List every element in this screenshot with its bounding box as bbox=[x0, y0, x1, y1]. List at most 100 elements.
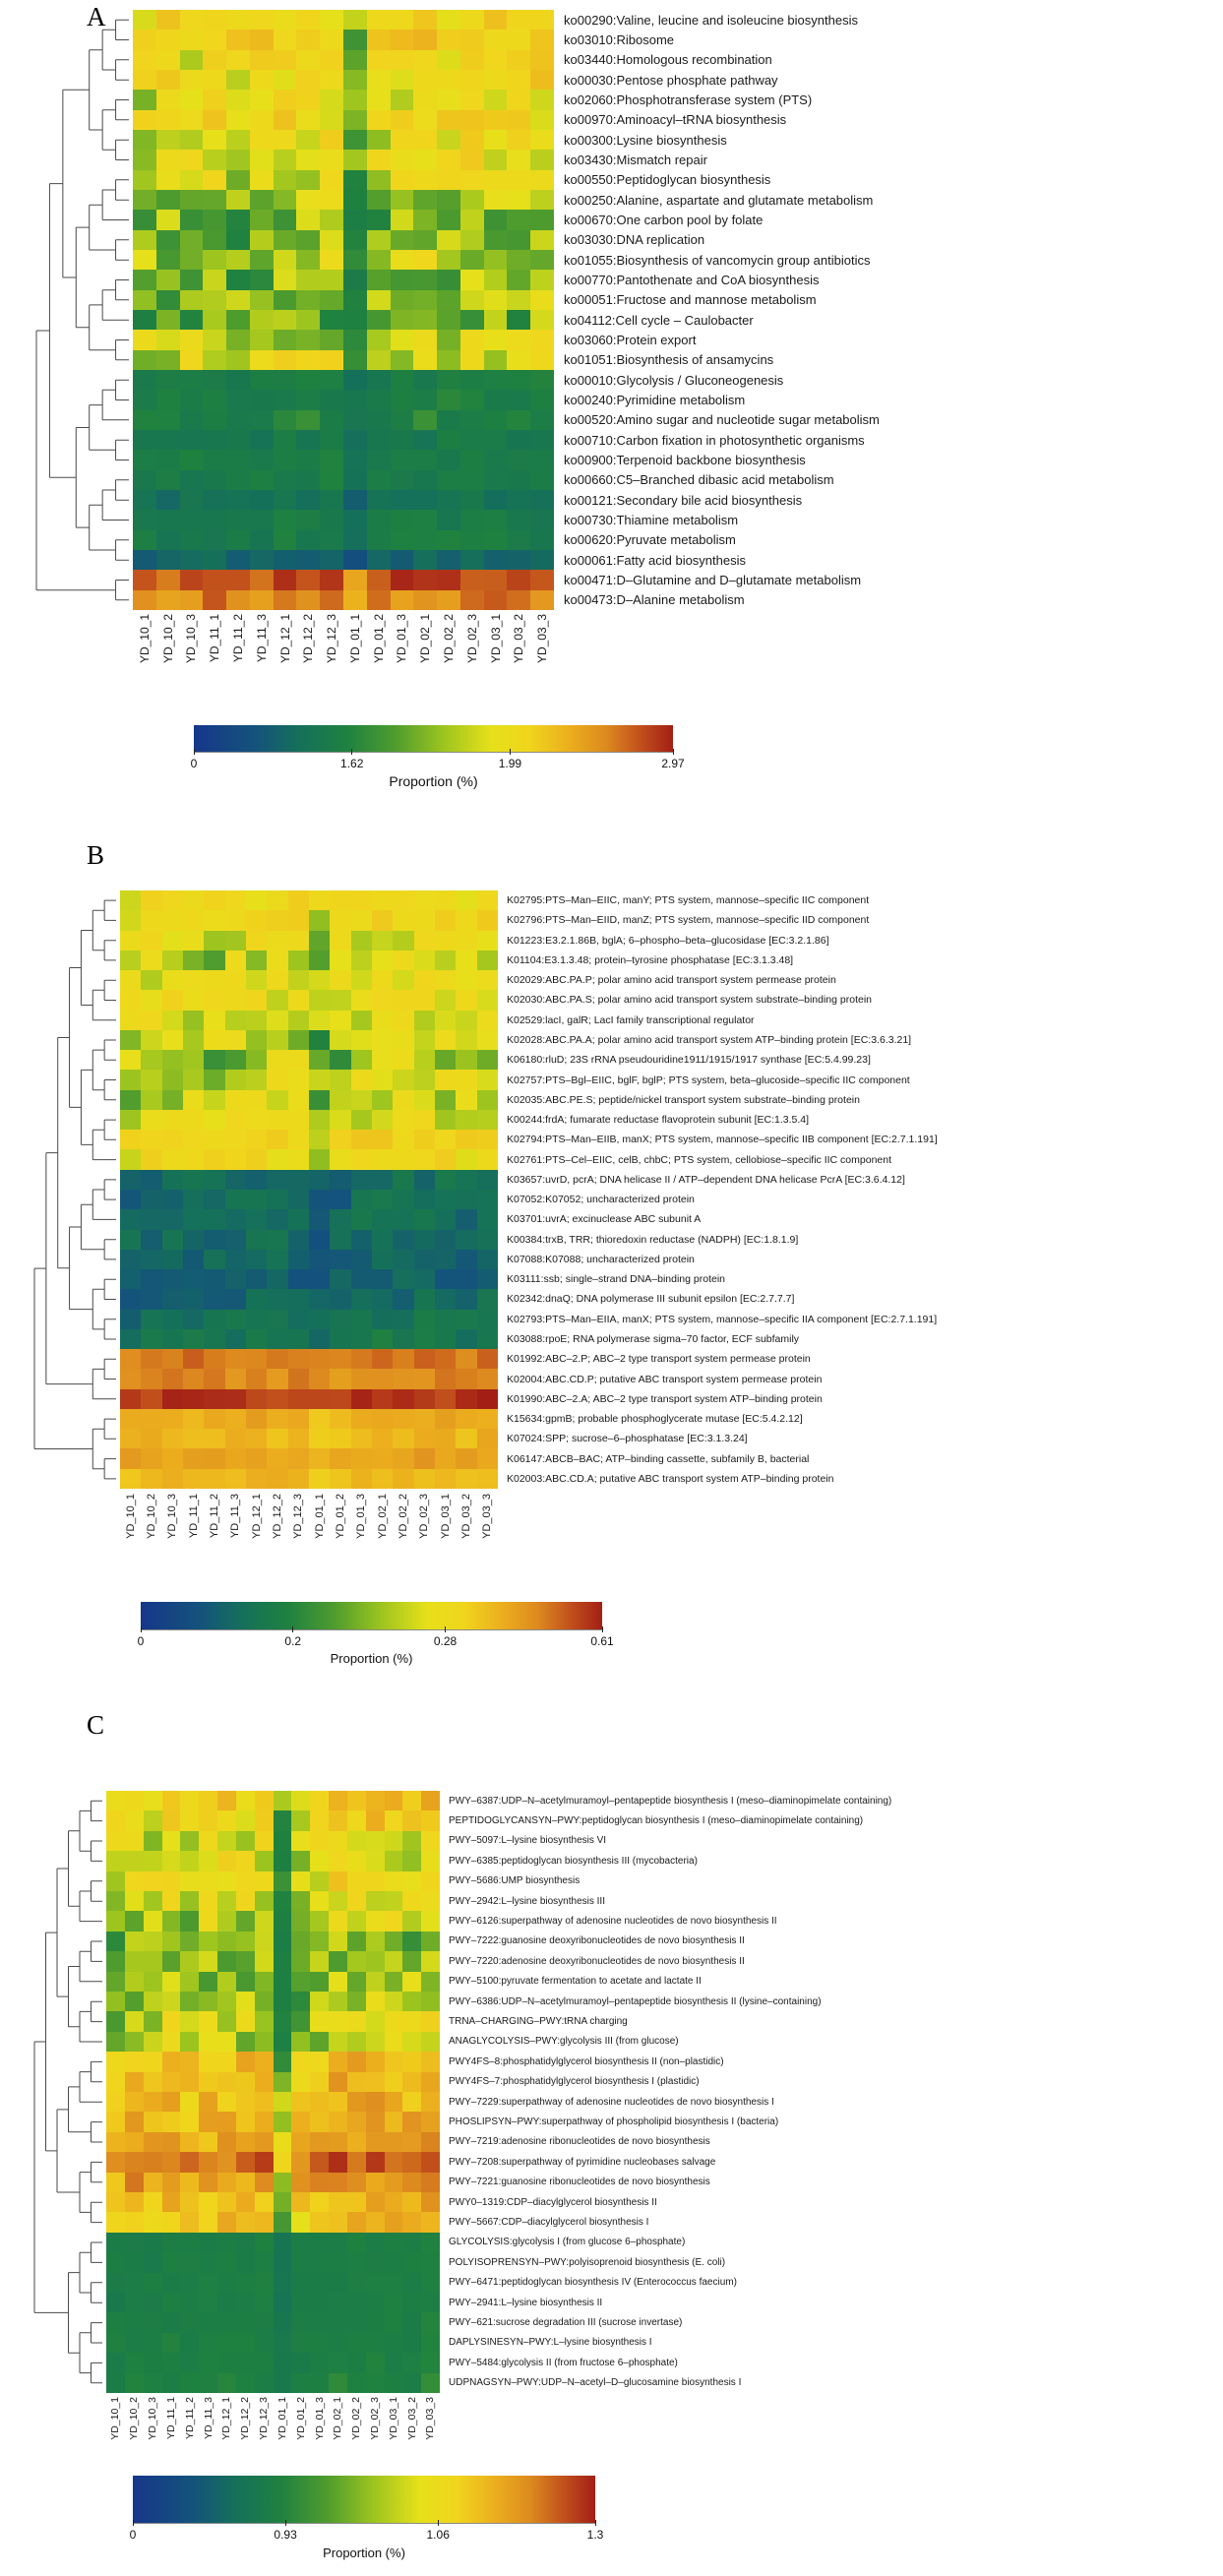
heatmap-cell bbox=[204, 1269, 225, 1290]
heatmap-cell bbox=[384, 2372, 403, 2393]
heatmap-cell bbox=[402, 2272, 422, 2293]
column-label: YD_02_2 bbox=[397, 1494, 409, 1539]
row-labels: K02795:PTS–Man–EIIC, manY; PTS system, m… bbox=[507, 890, 938, 1489]
heatmap-cell bbox=[330, 1289, 351, 1310]
heatmap-cell bbox=[161, 1189, 183, 1210]
heatmap-cell bbox=[267, 910, 288, 931]
heatmap-cell bbox=[296, 510, 321, 530]
heatmap-cell bbox=[254, 2212, 274, 2233]
heatmap-cell bbox=[203, 349, 227, 370]
heatmap-cell bbox=[350, 1388, 372, 1409]
heatmap-cell bbox=[273, 550, 297, 571]
heatmap-cell bbox=[393, 1388, 414, 1409]
heatmap-cell bbox=[402, 1951, 422, 1972]
heatmap-cell bbox=[204, 990, 225, 1011]
heatmap-cell bbox=[267, 890, 288, 911]
heatmap-cell bbox=[179, 289, 204, 310]
heatmap-cell bbox=[350, 1229, 372, 1250]
heatmap-cell bbox=[249, 130, 274, 151]
row-label: PWY4FS–8:phosphatidylglycerol biosynthes… bbox=[449, 2055, 724, 2067]
column-label: YD_12_1 bbox=[277, 614, 292, 664]
heatmap-cell bbox=[296, 229, 321, 250]
heatmap-cell bbox=[199, 1931, 217, 1952]
heatmap-cell bbox=[180, 1851, 200, 1871]
heatmap-cell bbox=[366, 430, 391, 451]
heatmap-cell bbox=[106, 2071, 125, 2092]
heatmap-cell bbox=[249, 370, 274, 391]
heatmap-cell bbox=[346, 2172, 366, 2192]
heatmap-cell bbox=[204, 1070, 225, 1090]
row-label: PWY–7229:superpathway of adenosine nucle… bbox=[449, 2096, 774, 2108]
heatmap-cell bbox=[217, 2372, 236, 2393]
column-label: YD_01_3 bbox=[395, 614, 409, 664]
heatmap-cell bbox=[310, 2091, 329, 2113]
heatmap-cell bbox=[133, 349, 156, 370]
heatmap-cell bbox=[507, 10, 531, 31]
heatmap-cell bbox=[161, 1089, 183, 1110]
heatmap-cell bbox=[507, 589, 531, 610]
heatmap-cell bbox=[402, 2252, 422, 2273]
heatmap-cell bbox=[329, 2112, 347, 2132]
row-label: GLYCOLYSIS:glycolysis I (from glucose 6–… bbox=[449, 2237, 686, 2248]
heatmap-cell bbox=[310, 1830, 329, 1852]
heatmap-cell bbox=[413, 1229, 435, 1250]
heatmap-cell bbox=[249, 250, 274, 271]
heatmap-cell bbox=[384, 2172, 403, 2192]
heatmap-cell bbox=[435, 1189, 457, 1210]
heatmap-cell bbox=[413, 250, 438, 271]
heatmap-cell bbox=[291, 2332, 311, 2354]
heatmap-cell bbox=[393, 1408, 414, 1430]
heatmap-cell bbox=[384, 2272, 403, 2293]
heatmap-cell bbox=[343, 190, 367, 211]
heatmap-cell bbox=[287, 1229, 309, 1250]
heatmap-cell bbox=[235, 2071, 255, 2092]
heatmap-cell bbox=[180, 2031, 200, 2053]
heatmap-cell bbox=[291, 2252, 311, 2273]
colorbar-tick-label: 1.06 bbox=[426, 2528, 450, 2542]
heatmap-cell bbox=[350, 1269, 372, 1290]
heatmap-cell bbox=[291, 1871, 311, 1891]
heatmap-cell bbox=[224, 910, 246, 931]
heatmap-cell bbox=[273, 390, 297, 410]
heatmap-cell bbox=[120, 910, 142, 931]
heatmap-cell bbox=[390, 229, 414, 250]
heatmap-cell bbox=[366, 289, 391, 310]
heatmap-cell bbox=[267, 930, 288, 951]
heatmap-cell bbox=[530, 469, 554, 490]
heatmap-cell bbox=[330, 1229, 351, 1250]
heatmap-cell bbox=[291, 2172, 311, 2192]
heatmap-cell bbox=[273, 1890, 292, 1912]
heatmap-cell bbox=[106, 2152, 125, 2173]
heatmap-cell bbox=[183, 1169, 205, 1190]
heatmap-cell bbox=[310, 1991, 329, 2012]
heatmap-cell bbox=[310, 2052, 329, 2072]
heatmap-cell bbox=[421, 2212, 440, 2233]
heatmap-cell bbox=[390, 370, 414, 391]
heatmap-cell bbox=[291, 1791, 311, 1811]
heatmap-cell bbox=[437, 190, 460, 211]
heatmap-cell bbox=[330, 970, 351, 991]
heatmap-cell bbox=[456, 970, 477, 991]
heatmap-cell bbox=[124, 2292, 144, 2313]
row-label: K01104:E3.1.3.48; protein–tyrosine phosp… bbox=[507, 953, 794, 966]
heatmap-cell bbox=[287, 910, 309, 931]
heatmap-cell bbox=[459, 70, 484, 91]
heatmap-cell bbox=[141, 970, 162, 991]
heatmap-cell bbox=[413, 469, 438, 490]
heatmap-cell bbox=[179, 229, 204, 250]
heatmap-cell bbox=[249, 409, 274, 430]
heatmap-cell bbox=[179, 210, 204, 230]
heatmap-cell bbox=[309, 1309, 331, 1329]
column-label: YD_12_2 bbox=[271, 1494, 283, 1539]
heatmap-cell bbox=[203, 310, 227, 331]
row-dendrogram bbox=[33, 1800, 102, 2384]
heatmap-cell bbox=[179, 10, 204, 31]
row-label: K02029:ABC.PA.P; polar amino acid transp… bbox=[507, 974, 836, 987]
heatmap-cell bbox=[143, 2332, 162, 2354]
heatmap-cell bbox=[366, 390, 391, 410]
heatmap-cell bbox=[235, 2172, 255, 2192]
heatmap-cell bbox=[435, 1109, 457, 1131]
heatmap-cell bbox=[217, 2152, 236, 2173]
heatmap-cell bbox=[296, 409, 321, 430]
heatmap-cell bbox=[421, 2232, 440, 2253]
